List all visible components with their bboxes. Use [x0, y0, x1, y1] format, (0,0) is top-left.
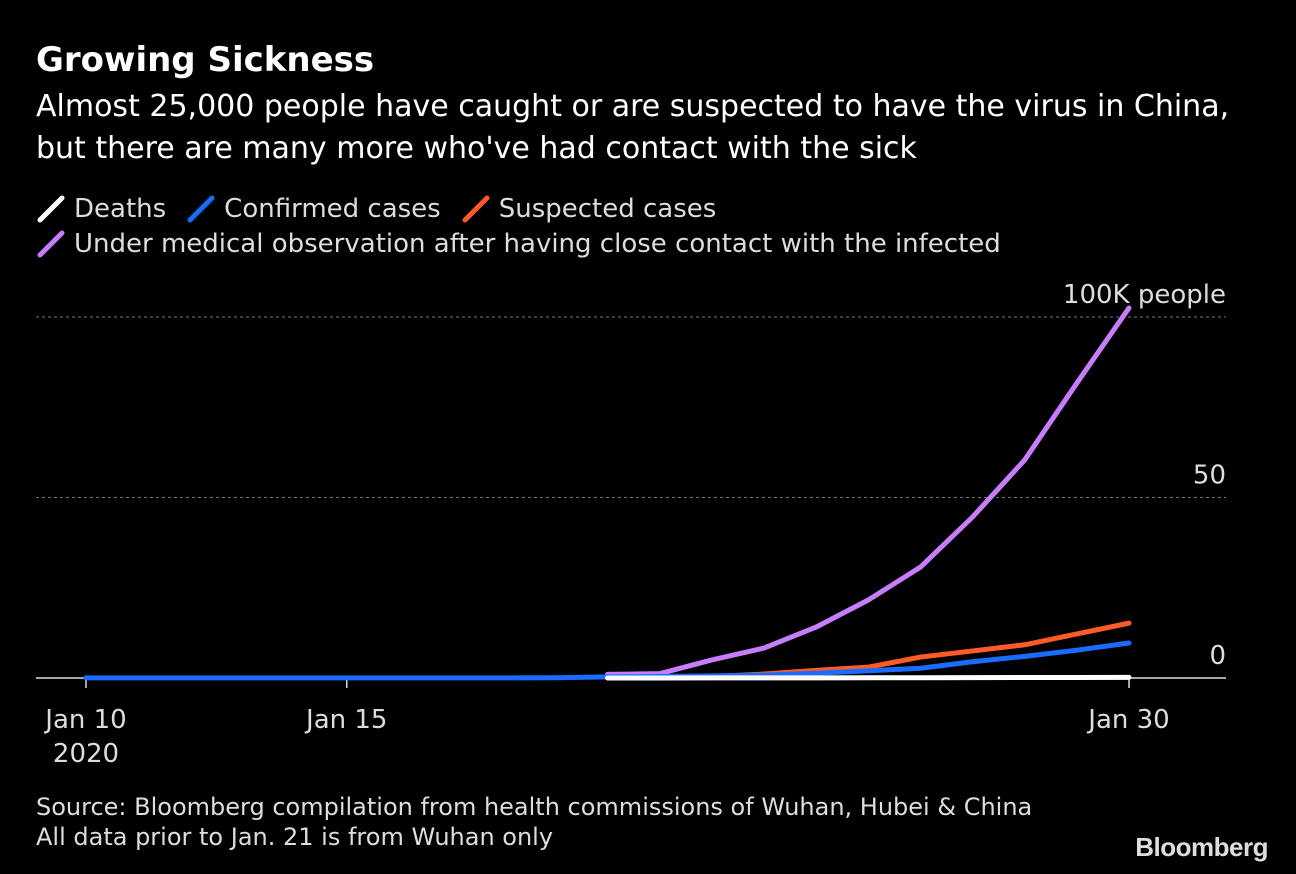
- chart-subtitle: Almost 25,000 people have caught or are …: [36, 89, 1230, 166]
- legend-item-suspected: Suspected cases: [461, 194, 717, 224]
- bloomberg-logo: Bloomberg: [1135, 832, 1268, 862]
- data-note: All data prior to Jan. 21 is from Wuhan …: [36, 823, 554, 851]
- y-tick-label: 50: [1193, 461, 1226, 491]
- y-tick-label: 0: [1209, 641, 1226, 671]
- chart-title: Growing Sickness: [36, 40, 375, 80]
- legend-item-observation: Under medical observation after having c…: [36, 229, 1001, 259]
- legend-row-2: Under medical observation after having c…: [36, 229, 1001, 259]
- legend-swatch-icon: [37, 195, 65, 223]
- legend-label: Under medical observation after having c…: [74, 229, 1001, 259]
- source-text: Source: Bloomberg compilation from healt…: [36, 793, 1033, 821]
- y-tick-label: 100K people: [1063, 280, 1226, 310]
- series-line-deaths: [605, 674, 1132, 681]
- legend-label: Suspected cases: [498, 194, 717, 224]
- legend-label: Deaths: [74, 194, 167, 224]
- legend-row-1: Deaths Confirmed cases Suspected cases: [36, 194, 716, 224]
- legend-item-confirmed: Confirmed cases: [186, 194, 441, 224]
- legend-swatch-icon: [37, 230, 65, 258]
- legend-swatch-icon: [187, 195, 215, 223]
- source-note: Source: Bloomberg compilation from healt…: [36, 792, 1032, 852]
- x-tick-label: Jan 10: [43, 705, 126, 735]
- series-line-under: [605, 305, 1132, 677]
- legend-item-deaths: Deaths: [36, 194, 166, 224]
- x-tick-label: Jan 30: [1086, 705, 1169, 735]
- legend-label: Confirmed cases: [224, 194, 441, 224]
- x-tick-sublabel: 2020: [53, 739, 119, 769]
- legend-swatch-icon: [462, 195, 490, 223]
- x-tick-label: Jan 15: [304, 705, 387, 735]
